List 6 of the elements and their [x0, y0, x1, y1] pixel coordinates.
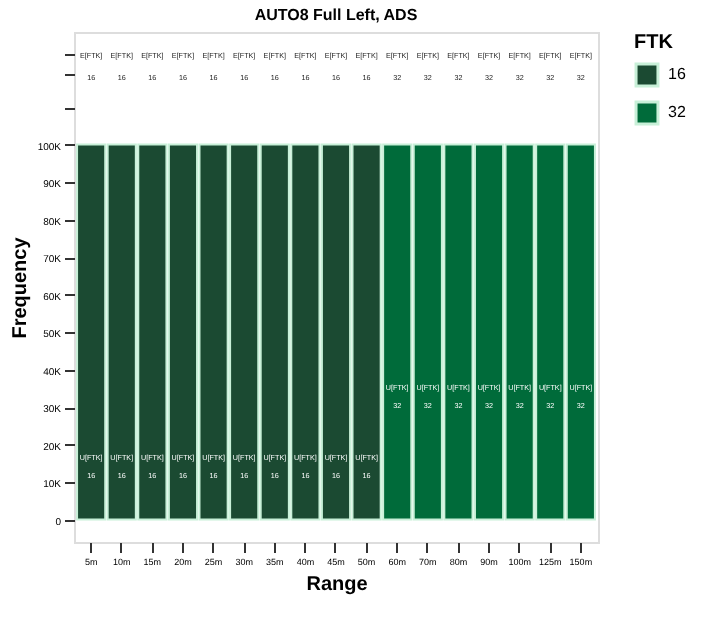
- y-axis-title: Frequency: [9, 236, 32, 339]
- chart-title: AUTO8 Full Left, ADS: [254, 6, 419, 24]
- legend-label: 16: [668, 65, 687, 83]
- legend-label: 32: [668, 103, 687, 121]
- legend-title: FTK: [634, 32, 675, 54]
- x-axis-title: Range: [306, 574, 369, 596]
